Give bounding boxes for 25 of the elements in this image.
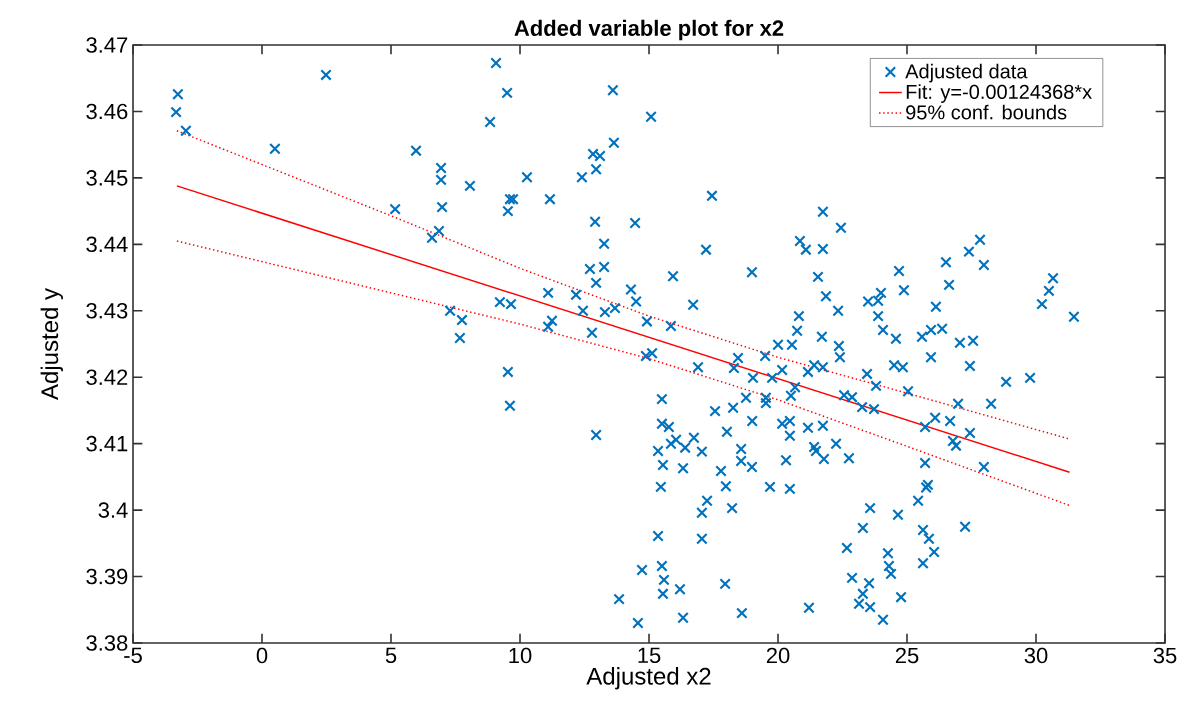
y-tick-label: 3.42 xyxy=(86,369,128,386)
x-tick-label: 15 xyxy=(638,647,661,664)
x-tick-label: 5 xyxy=(385,647,397,664)
x-tick-label: 30 xyxy=(1024,647,1048,664)
y-tick-label: 3.39 xyxy=(86,568,128,585)
y-tick-label: 3.45 xyxy=(86,170,128,186)
x-tick-label: 35 xyxy=(1153,647,1177,664)
x-tick-label: 25 xyxy=(895,647,919,664)
line-series xyxy=(176,240,1071,507)
y-tick-label: 3.46 xyxy=(86,103,128,120)
x-tick-label: 20 xyxy=(766,647,790,664)
chart-title: Added variable plot for x2 xyxy=(514,19,784,41)
legend-label: Adjusted data xyxy=(905,63,1028,83)
y-tick-label: 3.44 xyxy=(86,236,128,253)
y-tick-label: 3.41 xyxy=(86,435,128,452)
line-series xyxy=(176,129,1071,440)
x-axis-title: Adjusted x2 xyxy=(586,667,711,690)
y-tick-label: 3.43 xyxy=(86,302,128,319)
legend-label: Fit: y=-0.00124368*x xyxy=(906,84,1092,103)
x-tick-label: 10 xyxy=(509,647,532,664)
y-tick-label: 3.47 xyxy=(86,37,128,53)
legend-label: 95% conf. bounds xyxy=(906,104,1067,120)
y-axis-title: Adjusted y xyxy=(40,288,63,400)
x-tick-label: 0 xyxy=(256,647,268,664)
y-tick-label: 3.4 xyxy=(98,502,128,518)
